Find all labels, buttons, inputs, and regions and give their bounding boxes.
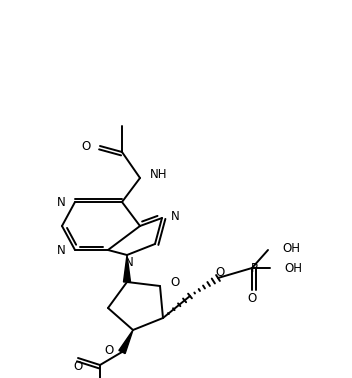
Text: N: N [171, 209, 180, 223]
Text: NH: NH [150, 169, 168, 181]
Polygon shape [124, 255, 131, 282]
Text: P: P [251, 262, 258, 274]
Text: N: N [125, 257, 133, 270]
Text: N: N [57, 243, 66, 257]
Text: OH: OH [282, 242, 300, 254]
Text: OH: OH [284, 262, 302, 274]
Text: O: O [215, 265, 225, 279]
Polygon shape [119, 330, 133, 353]
Text: O: O [82, 139, 91, 152]
Text: N: N [57, 195, 66, 209]
Text: O: O [170, 276, 179, 290]
Text: O: O [105, 344, 114, 356]
Text: O: O [73, 359, 83, 372]
Text: O: O [247, 291, 257, 305]
